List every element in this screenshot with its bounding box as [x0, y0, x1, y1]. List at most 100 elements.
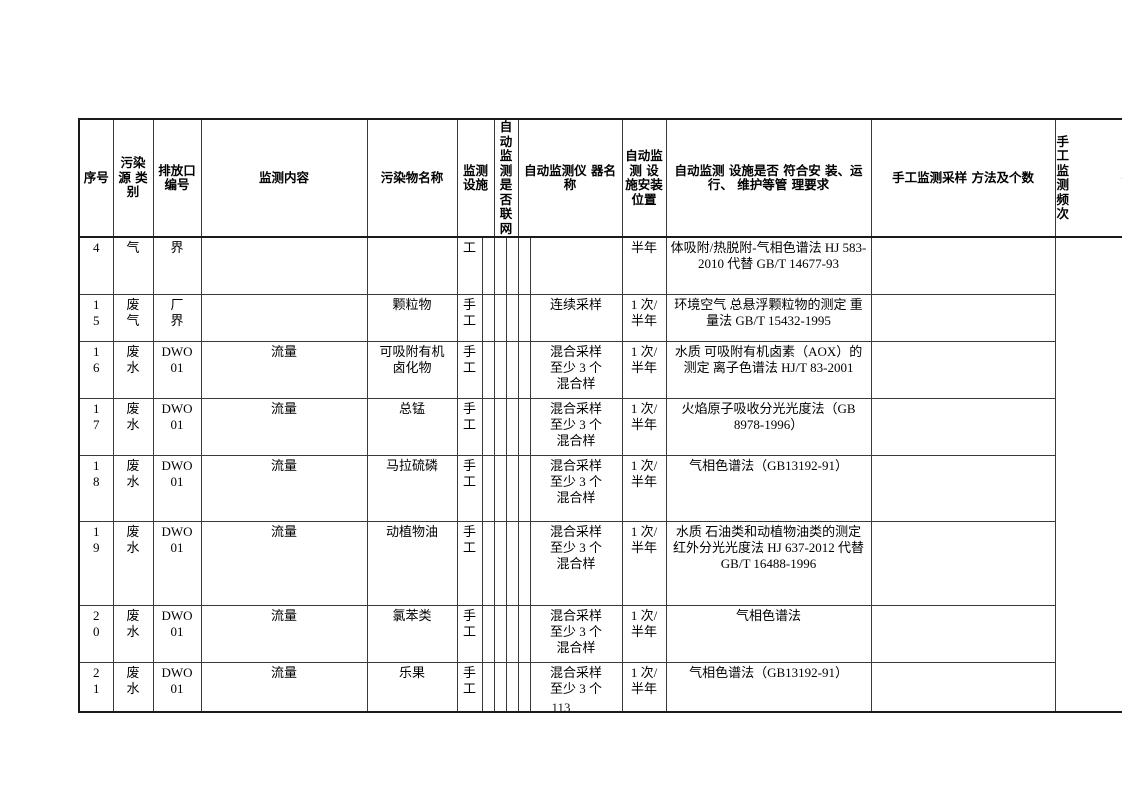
cell-manual-sampling-text: 混合采样 至少 3 个 混合样: [550, 400, 603, 449]
cell-pollutant-text: 氯苯类: [392, 607, 432, 623]
col-header-pollutant: 污染物名称: [366, 118, 458, 238]
cell-manual-method: 气相色谱法（GB13192-91）: [665, 454, 872, 522]
cell-auto-install-pos: [505, 520, 519, 606]
cell-manual-method: 水质 可吸附有机卤素（AOX）的测定 离子色谱法 HJ/T 83-2001: [665, 340, 872, 399]
cell-other-info: [870, 397, 1056, 456]
cell-auto-compliance: [517, 604, 531, 663]
cell-auto-instrument: [493, 293, 507, 342]
cell-manual-method: 环境空气 总悬浮颗粒物的测定 重量法 GB/T 15432-1995: [665, 293, 872, 342]
cell-manual-method-text: 气相色谱法: [736, 607, 802, 623]
cell-manual-method: 火焰原子吸收分光光度法（GB 8978-1996）: [665, 397, 872, 456]
cell-auto-compliance: [517, 340, 531, 399]
cell-manual-sampling-text: 混合采样 至少 3 个: [550, 664, 603, 696]
cell-auto-install-pos: [505, 236, 519, 295]
cell-manual-method-text: 环境空气 总悬浮颗粒物的测定 重量法 GB/T 15432-1995: [674, 296, 863, 328]
cell-manual-freq-text: 1 次/ 半年: [630, 296, 658, 328]
cell-seq-text: 1 6: [93, 343, 100, 375]
cell-monitor-content: 流量: [200, 340, 368, 399]
col-header-facility: 监测设施: [456, 118, 495, 238]
cell-auto-networked: [481, 340, 495, 399]
cell-facility: 手 工: [456, 454, 483, 522]
cell-pollutant-text: 动植物油: [385, 523, 438, 539]
cell-outlet-id-text: DWO 01: [161, 523, 193, 555]
cell-source-type-text: 气: [126, 240, 140, 255]
cell-manual-freq-text: 1 次/ 半年: [630, 664, 658, 696]
cell-outlet-id: DWO 01: [152, 661, 202, 713]
cell-monitor-content-text: 流量: [270, 523, 297, 539]
cell-other-info: [870, 340, 1056, 399]
cell-outlet-id-text: DWO 01: [161, 664, 193, 696]
cell-facility: 手 工: [456, 520, 483, 606]
cell-seq: 1 5: [78, 293, 114, 342]
cell-monitor-content-text: 流量: [270, 400, 297, 416]
cell-auto-install-pos: [505, 340, 519, 399]
cell-manual-sampling: [529, 236, 623, 295]
cell-manual-method-text: 气相色谱法（GB13192-91）: [689, 457, 848, 473]
cell-auto-networked: [481, 454, 495, 522]
cell-facility-text: 手 工: [462, 664, 476, 696]
cell-outlet-id: DWO 01: [152, 340, 202, 399]
cell-monitor-content: 流量: [200, 604, 368, 663]
cell-auto-networked: [481, 397, 495, 456]
col-header-seq: 序号: [78, 118, 114, 238]
cell-seq: 1 8: [78, 454, 114, 522]
cell-pollutant-text: 颗粒物: [392, 296, 432, 312]
cell-manual-method: 气相色谱法: [665, 604, 872, 663]
cell-pollutant: 氯苯类: [366, 604, 458, 663]
cell-seq: 1 6: [78, 340, 114, 399]
table-row: 1 7 废 水 DWO 01 流量 总锰 手 工 混合采样 至少 3 个 混合样 1 次/ 半…: [78, 397, 1122, 456]
cell-other-info: [870, 293, 1056, 342]
cell-facility-text: 手 工: [462, 343, 476, 375]
cell-other-info: [870, 454, 1056, 522]
table-header: 序号 污染源 类别 排放口 编号 监测内容 污染物名称 监测设施 自动 监测 是…: [78, 118, 1122, 238]
cell-auto-install-pos: [505, 604, 519, 663]
cell-auto-instrument: [493, 454, 507, 522]
cell-source-type-text: 废 水: [126, 343, 140, 375]
col-header-source-type: 污染源 类别: [112, 118, 154, 238]
cell-manual-sampling: 混合采样 至少 3 个 混合样: [529, 604, 623, 663]
col-header-auto-networked: 自动 监测 是否 联网: [493, 118, 519, 238]
cell-manual-freq-text: 1 次/ 半年: [630, 523, 658, 555]
col-header-manual-method: 手工测定方法: [1054, 118, 1122, 238]
cell-manual-freq: 半年: [621, 236, 667, 295]
col-header-outlet-id: 排放口 编号: [152, 118, 202, 238]
cell-manual-sampling: 混合采样 至少 3 个 混合样: [529, 397, 623, 456]
table-row: 1 6 废 水 DWO 01 流量 可吸附有机 卤化物 手 工 混合采样 至少 3 个 混合…: [78, 340, 1122, 399]
cell-manual-freq: 1 次/ 半年: [621, 604, 667, 663]
cell-manual-freq: 1 次/ 半年: [621, 397, 667, 456]
cell-source-type-text: 废 气: [126, 296, 140, 328]
cell-auto-networked: [481, 604, 495, 663]
cell-pollutant: 动植物油: [366, 520, 458, 606]
cell-outlet-id-text: 界: [170, 240, 184, 255]
cell-source-type-text: 废 水: [126, 664, 140, 696]
page-number: 113: [551, 700, 571, 715]
cell-manual-sampling-text: 混合采样 至少 3 个 混合样: [550, 523, 603, 572]
cell-seq: 2 0: [78, 604, 114, 663]
cell-source-type: 废 水: [112, 520, 154, 606]
cell-source-type-text: 废 水: [126, 457, 140, 489]
cell-outlet-id-text: DWO 01: [161, 607, 193, 639]
cell-manual-freq: 1 次/ 半年: [621, 520, 667, 606]
cell-outlet-id: DWO 01: [152, 520, 202, 606]
cell-outlet-id-text: DWO 01: [161, 457, 193, 489]
cell-manual-freq-text: 1 次/ 半年: [630, 400, 658, 432]
cell-seq-text: 2 0: [93, 607, 100, 639]
cell-monitor-content: 流量: [200, 454, 368, 522]
table-row: 1 9 废 水 DWO 01 流量 动植物油 手 工 混合采样 至少 3 个 混合样 1 次/…: [78, 520, 1122, 606]
cell-seq-text: 1 7: [93, 400, 100, 432]
cell-monitor-content-text: 流量: [270, 607, 297, 623]
cell-seq-text: 4: [93, 240, 100, 255]
cell-source-type: 废 水: [112, 661, 154, 713]
cell-manual-method: 气相色谱法（GB13192-91）: [665, 661, 872, 713]
cell-facility: 手 工: [456, 397, 483, 456]
cell-pollutant-text: 马拉硫磷: [385, 457, 438, 473]
cell-auto-networked: [481, 661, 495, 713]
cell-manual-sampling-text: 连续采样: [550, 296, 603, 312]
cell-monitor-content: [200, 236, 368, 295]
cell-auto-install-pos: [505, 397, 519, 456]
cell-facility-text: 手 工: [462, 457, 476, 489]
cell-other-info: [870, 661, 1056, 713]
cell-facility-text: 手 工: [462, 296, 476, 328]
cell-outlet-id-text: DWO 01: [161, 343, 193, 375]
table-row: 4 气 界 工 半年 体吸附/热脱附-气相色谱法 HJ 583-2010 代替 GB/T …: [78, 236, 1122, 295]
